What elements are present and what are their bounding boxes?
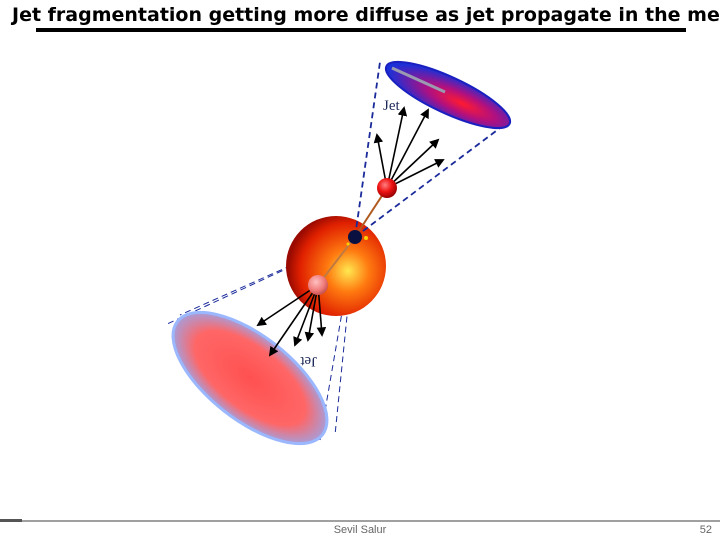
collision-vertex (348, 230, 362, 244)
lower-detector-disk (171, 310, 329, 446)
upper-fragment-arrows (373, 106, 445, 189)
upper-detector-highlight (391, 66, 446, 94)
footer-author: Sevil Salur (333, 524, 387, 536)
slide-title: Jet fragmentation getting more diffuse a… (12, 4, 720, 26)
vertex-sparks (346, 236, 368, 246)
footer-rule (0, 520, 720, 522)
upper-parton (377, 178, 397, 198)
footer-rule-accent (0, 519, 22, 522)
page-number: 52 (699, 524, 712, 536)
upper-jet-cone (354, 61, 501, 238)
title-underline (36, 28, 686, 32)
medium-fireball (286, 216, 386, 316)
lower-parton (308, 275, 328, 295)
lower-jet-label: Jet (300, 353, 317, 369)
upper-jet-label: Jet (383, 98, 400, 114)
